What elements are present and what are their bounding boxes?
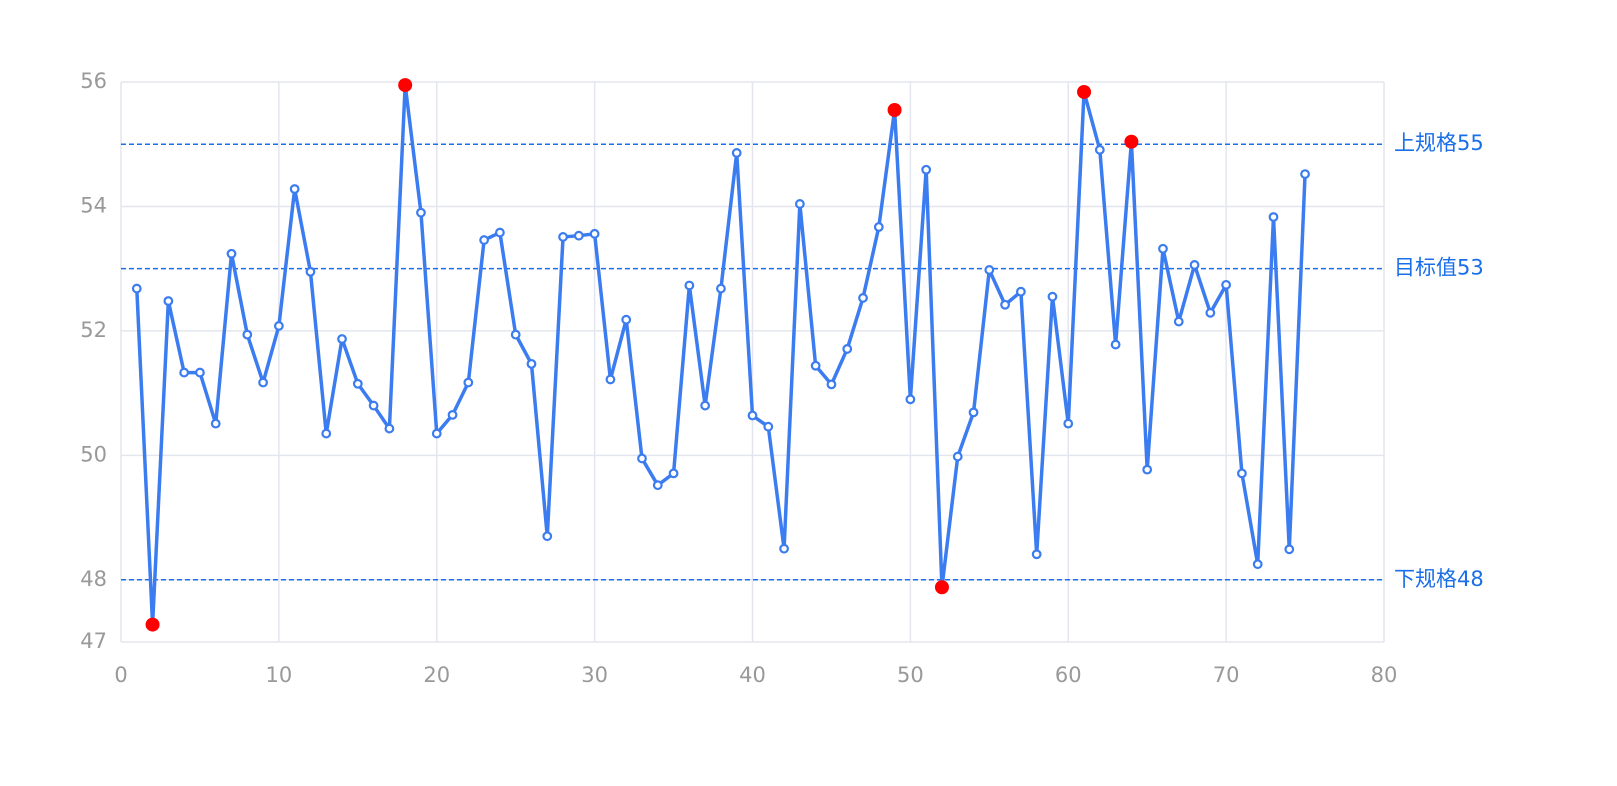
x-tick-label: 20 <box>423 663 450 687</box>
data-point <box>226 248 237 259</box>
data-point <box>921 164 932 175</box>
data-point <box>179 367 190 378</box>
data-point <box>131 283 142 294</box>
data-point <box>384 423 395 434</box>
data-point <box>416 207 426 218</box>
reference-label: 下规格48 <box>1394 567 1484 591</box>
y-tick-label: 56 <box>80 69 107 93</box>
data-point <box>1268 212 1279 222</box>
data-point <box>842 344 853 354</box>
data-point <box>431 428 442 439</box>
data-point <box>794 199 805 209</box>
outlier-point <box>398 78 413 93</box>
outlier-point <box>934 580 949 595</box>
data-point <box>763 421 774 432</box>
data-point <box>321 428 332 439</box>
data-point <box>1142 464 1153 475</box>
data-point <box>968 407 979 418</box>
y-tick-label: 52 <box>80 318 107 342</box>
data-point <box>779 543 789 554</box>
data-point <box>1031 549 1042 560</box>
data-point <box>1284 544 1295 555</box>
data-point <box>1237 468 1247 479</box>
x-tick-label: 40 <box>739 663 766 687</box>
data-point <box>273 321 284 331</box>
data-point <box>668 468 679 479</box>
data-line <box>135 83 1307 627</box>
data-point <box>1063 418 1074 429</box>
data-point <box>684 280 695 291</box>
y-tick-label: 48 <box>80 567 107 591</box>
y-tick-label: 54 <box>80 193 107 217</box>
data-point <box>652 480 663 491</box>
x-tick-label: 60 <box>1055 663 1082 687</box>
data-point <box>873 222 884 232</box>
x-tick-label: 70 <box>1213 663 1240 687</box>
data-point <box>605 374 616 385</box>
outlier-point <box>1077 84 1092 99</box>
data-point <box>526 358 537 369</box>
data-point <box>163 296 174 306</box>
data-point <box>1252 559 1263 570</box>
data-point <box>747 410 758 421</box>
data-point <box>195 367 205 378</box>
data-point <box>542 531 553 542</box>
data-point <box>952 451 963 462</box>
data-point <box>210 418 221 429</box>
data-point <box>1189 260 1200 270</box>
data-point <box>984 265 995 275</box>
data-point <box>1015 286 1026 297</box>
outlier-point <box>887 103 902 117</box>
data-point <box>1110 339 1121 350</box>
data-point <box>826 379 837 390</box>
x-tick-label: 50 <box>897 663 924 687</box>
data-point <box>700 400 711 411</box>
reference-label: 目标值53 <box>1394 256 1484 280</box>
data-point <box>242 329 253 340</box>
data-point <box>352 378 363 389</box>
y-tick-label: 47 <box>80 629 107 653</box>
data-point <box>289 184 300 194</box>
reference-label: 上规格55 <box>1394 131 1484 155</box>
y-tick-label: 50 <box>80 442 107 466</box>
x-tick-label: 30 <box>581 663 608 687</box>
data-point <box>1047 291 1058 302</box>
data-point <box>1173 316 1184 327</box>
data-point <box>305 266 316 277</box>
data-point <box>258 377 268 388</box>
data-point <box>510 329 521 340</box>
data-point <box>558 232 568 242</box>
data-point <box>447 409 458 420</box>
x-tick-label: 80 <box>1371 663 1398 687</box>
data-point <box>495 227 505 238</box>
data-point <box>731 148 742 158</box>
data-point <box>1094 144 1105 155</box>
data-point <box>1205 307 1216 318</box>
data-point <box>589 228 600 239</box>
data-point <box>1221 279 1232 290</box>
data-point <box>621 314 632 325</box>
data-point <box>1158 243 1168 254</box>
data-point <box>368 400 379 411</box>
data-point <box>1000 299 1010 310</box>
data-point <box>716 283 726 294</box>
data-point <box>858 293 868 303</box>
data-point <box>463 377 474 388</box>
outlier-point <box>1124 134 1139 149</box>
data-point <box>1300 169 1310 179</box>
data-point <box>637 453 647 464</box>
data-point <box>810 360 821 371</box>
data-point <box>573 230 584 241</box>
data-point <box>905 394 916 405</box>
data-point <box>337 334 347 344</box>
outlier-point <box>145 617 160 632</box>
data-point <box>479 235 490 245</box>
x-tick-label: 0 <box>114 663 127 687</box>
x-tick-label: 10 <box>266 663 293 687</box>
